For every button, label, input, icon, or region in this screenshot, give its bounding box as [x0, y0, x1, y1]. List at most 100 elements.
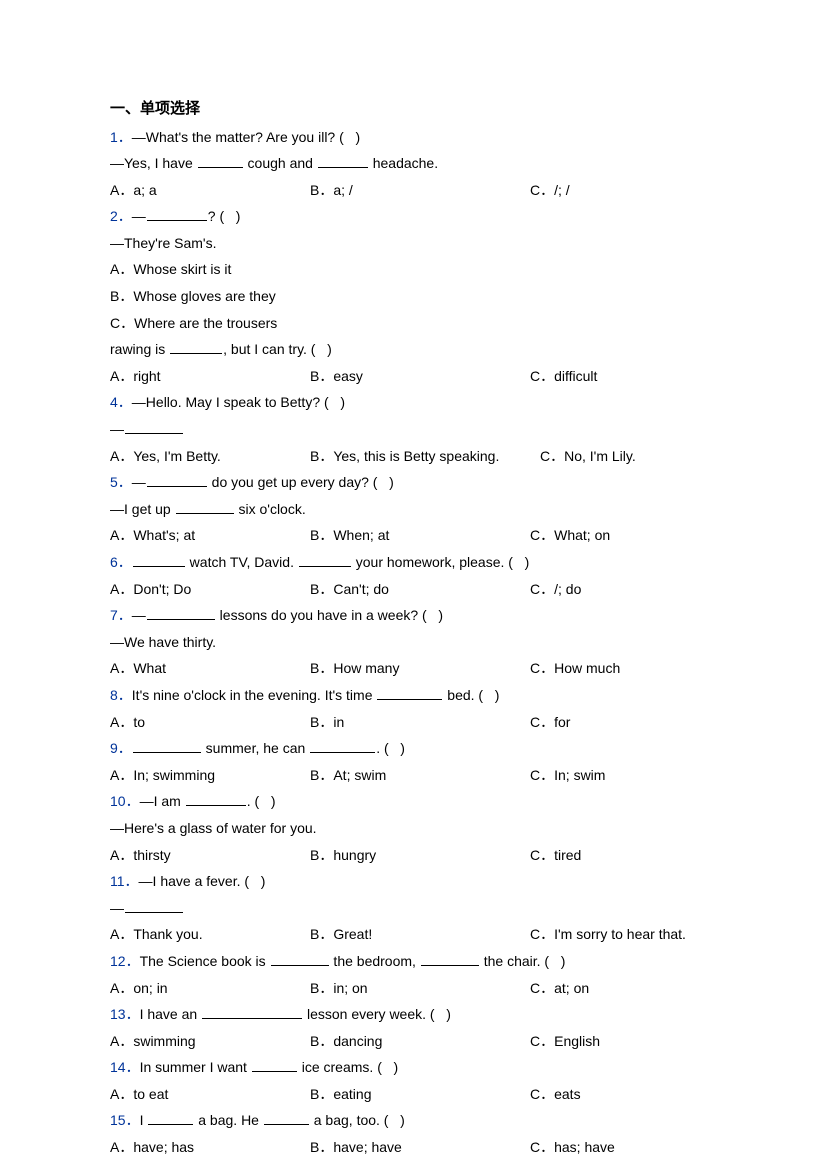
blank: [202, 1005, 302, 1019]
question-line-2: —They're Sam's.: [110, 230, 716, 257]
option[interactable]: C．How much: [530, 655, 620, 682]
option[interactable]: A．on; in: [110, 975, 310, 1002]
section-title: 一、单项选择: [110, 95, 716, 124]
option[interactable]: B．have; have: [310, 1134, 530, 1161]
options: A．swimmingB．dancingC．English: [110, 1028, 716, 1055]
option[interactable]: B．At; swim: [310, 762, 530, 789]
option[interactable]: A．thirsty: [110, 842, 310, 869]
options: A．on; inB．in; onC．at; on: [110, 975, 716, 1002]
option[interactable]: B．in; on: [310, 975, 530, 1002]
option[interactable]: A．to: [110, 709, 310, 736]
option[interactable]: A．to eat: [110, 1081, 310, 1108]
option[interactable]: C．English: [530, 1028, 600, 1055]
options: A．WhatB．How manyC．How much: [110, 655, 716, 682]
option[interactable]: C．I'm sorry to hear that.: [530, 921, 686, 948]
option[interactable]: A．Yes, I'm Betty.: [110, 443, 310, 470]
question-number: 1．: [110, 129, 132, 145]
option[interactable]: B．Whose gloves are they: [110, 283, 716, 310]
option[interactable]: B．Can't; do: [310, 576, 530, 603]
blank: [318, 154, 368, 168]
option[interactable]: B．Great!: [310, 921, 530, 948]
option[interactable]: A．Whose skirt is it: [110, 256, 716, 283]
option[interactable]: A．Don't; Do: [110, 576, 310, 603]
blank: [170, 340, 222, 354]
question-number: 11．: [110, 873, 139, 889]
question-line: 1．—What's the matter? Are you ill? ( ): [110, 124, 716, 151]
question-number: 7．: [110, 607, 132, 623]
blank: [176, 500, 234, 514]
options: A．a; aB．a; /C．/; /: [110, 177, 716, 204]
question-line: 12．The Science book is the bedroom, the …: [110, 948, 716, 975]
option[interactable]: A．In; swimming: [110, 762, 310, 789]
option[interactable]: B．a; /: [310, 177, 530, 204]
option[interactable]: C．difficult: [530, 363, 597, 390]
blank: [133, 553, 185, 567]
option[interactable]: C．Where are the trousers: [110, 310, 716, 337]
blank: [133, 739, 201, 753]
blank: [377, 686, 442, 700]
question-line-2: —: [110, 416, 716, 443]
option[interactable]: B．When; at: [310, 522, 530, 549]
option[interactable]: B．easy: [310, 363, 530, 390]
option[interactable]: C．tired: [530, 842, 581, 869]
question-line: 5．— do you get up every day? ( ): [110, 469, 716, 496]
option[interactable]: C．No, I'm Lily.: [540, 443, 636, 470]
blank: [186, 792, 246, 806]
option[interactable]: A．right: [110, 363, 310, 390]
blank: [148, 1111, 193, 1125]
options: A．In; swimmingB．At; swimC．In; swim: [110, 762, 716, 789]
question-number: 15．: [110, 1112, 140, 1128]
option[interactable]: B．Yes, this is Betty speaking.: [310, 443, 540, 470]
option[interactable]: C．has; have: [530, 1134, 615, 1161]
blank: [264, 1111, 309, 1125]
blank: [252, 1058, 297, 1072]
option[interactable]: C．/; do: [530, 576, 581, 603]
question-line-2: —We have thirty.: [110, 629, 716, 656]
options: A．What's; atB．When; atC．What; on: [110, 522, 716, 549]
question-line: 6． watch TV, David. your homework, pleas…: [110, 549, 716, 576]
option[interactable]: B．How many: [310, 655, 530, 682]
option[interactable]: A．What's; at: [110, 522, 310, 549]
option[interactable]: C．for: [530, 709, 570, 736]
blank: [310, 739, 375, 753]
question-line: 13．I have an lesson every week. ( ): [110, 1001, 716, 1028]
option[interactable]: C．In; swim: [530, 762, 605, 789]
question-line: 2．—? ( ): [110, 203, 716, 230]
blank: [421, 952, 479, 966]
options: A．toB．inC．for: [110, 709, 716, 736]
blank: [271, 952, 329, 966]
question-number: 12．: [110, 953, 140, 969]
blank: [147, 473, 207, 487]
blank: [299, 553, 351, 567]
question-line: 11．—I have a fever. ( ): [110, 868, 716, 895]
option[interactable]: A．a; a: [110, 177, 310, 204]
option[interactable]: C．What; on: [530, 522, 610, 549]
question-line-2: —I get up six o'clock.: [110, 496, 716, 523]
option[interactable]: A．What: [110, 655, 310, 682]
blank: [125, 420, 183, 434]
option[interactable]: C．/; /: [530, 177, 570, 204]
options: A．have; hasB．have; haveC．has; have: [110, 1134, 716, 1161]
option[interactable]: A．swimming: [110, 1028, 310, 1055]
question-number: 8．: [110, 687, 132, 703]
question-line: 14．In summer I want ice creams. ( ): [110, 1054, 716, 1081]
option[interactable]: B．dancing: [310, 1028, 530, 1055]
option[interactable]: B．in: [310, 709, 530, 736]
question-number: 6．: [110, 554, 132, 570]
question-line: 9． summer, he can . ( ): [110, 735, 716, 762]
option[interactable]: B．hungry: [310, 842, 530, 869]
question-number: 10．: [110, 793, 140, 809]
question-number: 4．: [110, 394, 132, 410]
question-line-2: —: [110, 895, 716, 922]
option[interactable]: A．Thank you.: [110, 921, 310, 948]
option[interactable]: C．eats: [530, 1081, 581, 1108]
options: A．Yes, I'm Betty.B．Yes, this is Betty sp…: [110, 443, 716, 470]
option[interactable]: C．at; on: [530, 975, 589, 1002]
options: A．Thank you.B．Great!C．I'm sorry to hear …: [110, 921, 716, 948]
question-line: 8．It's nine o'clock in the evening. It's…: [110, 682, 716, 709]
question-number: 5．: [110, 474, 132, 490]
question-number: 2．: [110, 208, 132, 224]
option[interactable]: A．have; has: [110, 1134, 310, 1161]
option[interactable]: B．eating: [310, 1081, 530, 1108]
options: A．to eatB．eatingC．eats: [110, 1081, 716, 1108]
